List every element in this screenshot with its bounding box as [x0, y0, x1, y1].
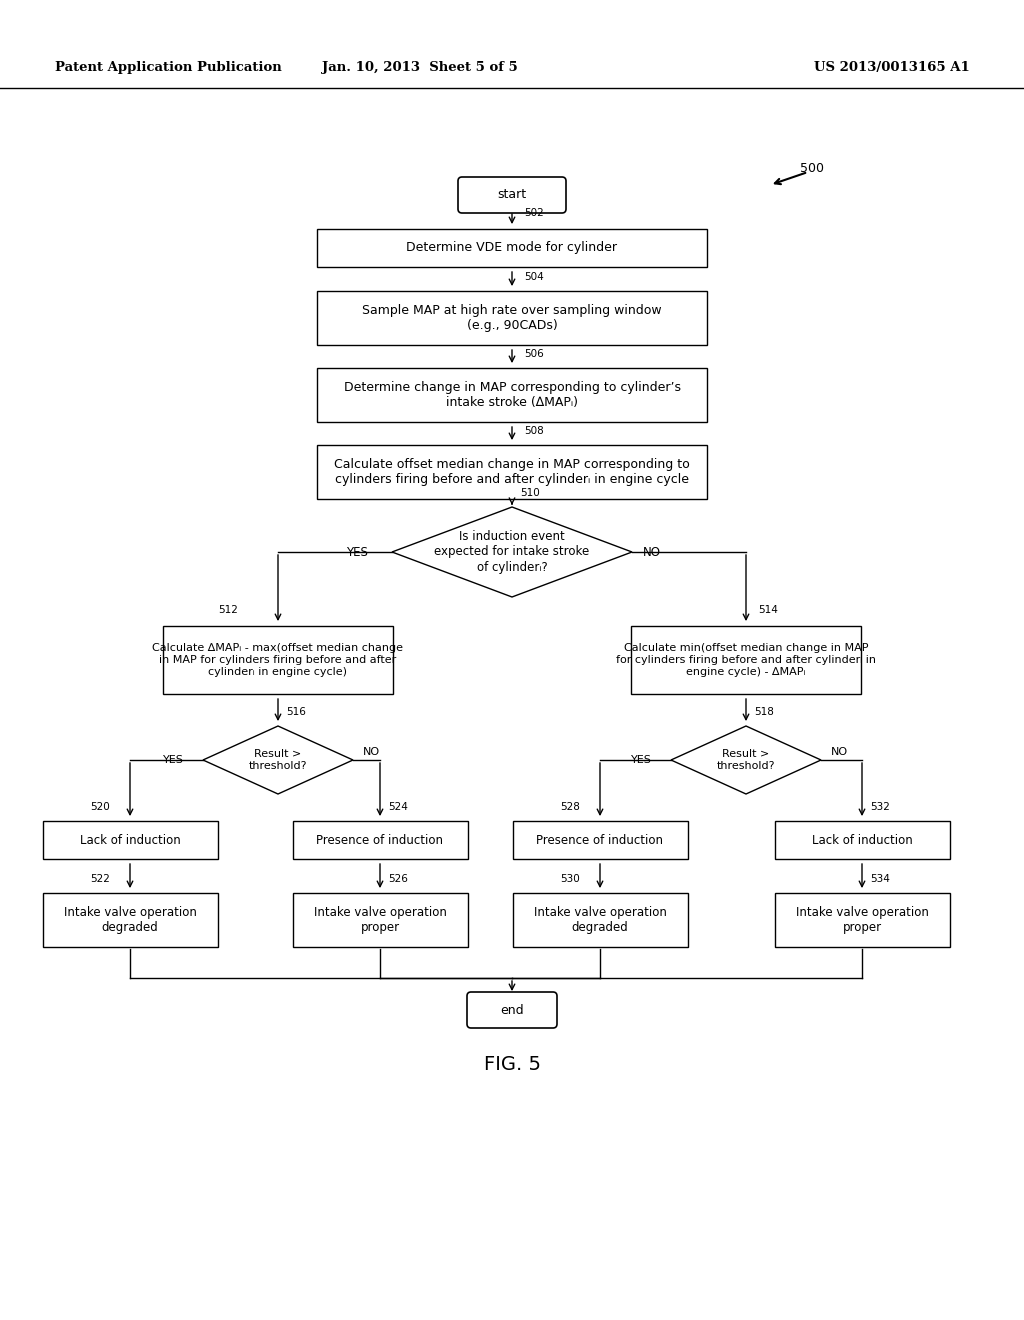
Text: end: end: [500, 1003, 524, 1016]
FancyBboxPatch shape: [293, 821, 468, 859]
Text: 504: 504: [524, 272, 544, 282]
Text: 512: 512: [218, 605, 238, 615]
Polygon shape: [203, 726, 353, 795]
FancyBboxPatch shape: [317, 228, 707, 267]
Text: Result >
threshold?: Result > threshold?: [249, 750, 307, 771]
Text: Presence of induction: Presence of induction: [537, 833, 664, 846]
FancyBboxPatch shape: [163, 626, 393, 694]
Text: NO: NO: [643, 545, 662, 558]
FancyBboxPatch shape: [774, 821, 949, 859]
FancyBboxPatch shape: [293, 894, 468, 946]
FancyBboxPatch shape: [774, 894, 949, 946]
Text: 506: 506: [524, 348, 544, 359]
Text: 526: 526: [388, 874, 408, 884]
FancyBboxPatch shape: [317, 368, 707, 422]
Text: start: start: [498, 189, 526, 202]
Text: Calculate ∆MAPᵢ - max(offset median change
in MAP for cylinders firing before an: Calculate ∆MAPᵢ - max(offset median chan…: [153, 643, 403, 677]
Text: NO: NO: [362, 747, 380, 756]
Text: Presence of induction: Presence of induction: [316, 833, 443, 846]
Text: 500: 500: [800, 161, 824, 174]
Text: 528: 528: [560, 803, 580, 812]
Text: 502: 502: [524, 209, 544, 218]
Text: YES: YES: [631, 755, 651, 766]
Text: Jan. 10, 2013  Sheet 5 of 5: Jan. 10, 2013 Sheet 5 of 5: [323, 62, 518, 74]
Text: Intake valve operation
proper: Intake valve operation proper: [313, 906, 446, 935]
Text: Intake valve operation
degraded: Intake valve operation degraded: [534, 906, 667, 935]
Text: Sample MAP at high rate over sampling window
(e.g., 90CADs): Sample MAP at high rate over sampling wi…: [362, 304, 662, 333]
Text: Calculate offset median change in MAP corresponding to
cylinders firing before a: Calculate offset median change in MAP co…: [334, 458, 690, 486]
Text: 516: 516: [286, 708, 306, 717]
Polygon shape: [671, 726, 821, 795]
Text: 514: 514: [758, 605, 778, 615]
FancyBboxPatch shape: [458, 177, 566, 213]
Text: Calculate min(offset median change in MAP
for cylinders firing before and after : Calculate min(offset median change in MA…: [616, 643, 876, 677]
Text: Lack of induction: Lack of induction: [80, 833, 180, 846]
FancyBboxPatch shape: [43, 821, 217, 859]
Text: FIG. 5: FIG. 5: [483, 1056, 541, 1074]
FancyBboxPatch shape: [43, 894, 217, 946]
FancyBboxPatch shape: [317, 445, 707, 499]
Text: NO: NO: [830, 747, 848, 756]
Text: 524: 524: [388, 803, 408, 812]
FancyBboxPatch shape: [512, 894, 687, 946]
Text: Determine change in MAP corresponding to cylinder’s
intake stroke (∆MAPᵢ): Determine change in MAP corresponding to…: [343, 381, 681, 409]
Text: Intake valve operation
degraded: Intake valve operation degraded: [63, 906, 197, 935]
FancyBboxPatch shape: [631, 626, 861, 694]
Text: Intake valve operation
proper: Intake valve operation proper: [796, 906, 929, 935]
Text: 508: 508: [524, 426, 544, 436]
Text: YES: YES: [346, 545, 368, 558]
Text: 530: 530: [560, 874, 580, 884]
Text: 522: 522: [90, 874, 110, 884]
Text: 520: 520: [90, 803, 110, 812]
Text: 518: 518: [754, 708, 774, 717]
Text: US 2013/0013165 A1: US 2013/0013165 A1: [814, 62, 970, 74]
Text: 510: 510: [520, 488, 540, 498]
FancyBboxPatch shape: [317, 290, 707, 345]
FancyBboxPatch shape: [512, 821, 687, 859]
Text: Lack of induction: Lack of induction: [812, 833, 912, 846]
FancyBboxPatch shape: [467, 993, 557, 1028]
Text: Is induction event
expected for intake stroke
of cylinderᵢ?: Is induction event expected for intake s…: [434, 531, 590, 573]
Polygon shape: [392, 507, 632, 597]
Text: Patent Application Publication: Patent Application Publication: [55, 62, 282, 74]
Text: Result >
threshold?: Result > threshold?: [717, 750, 775, 771]
Text: Determine VDE mode for cylinder: Determine VDE mode for cylinder: [407, 242, 617, 255]
Text: YES: YES: [163, 755, 183, 766]
Text: 532: 532: [870, 803, 890, 812]
Text: 534: 534: [870, 874, 890, 884]
